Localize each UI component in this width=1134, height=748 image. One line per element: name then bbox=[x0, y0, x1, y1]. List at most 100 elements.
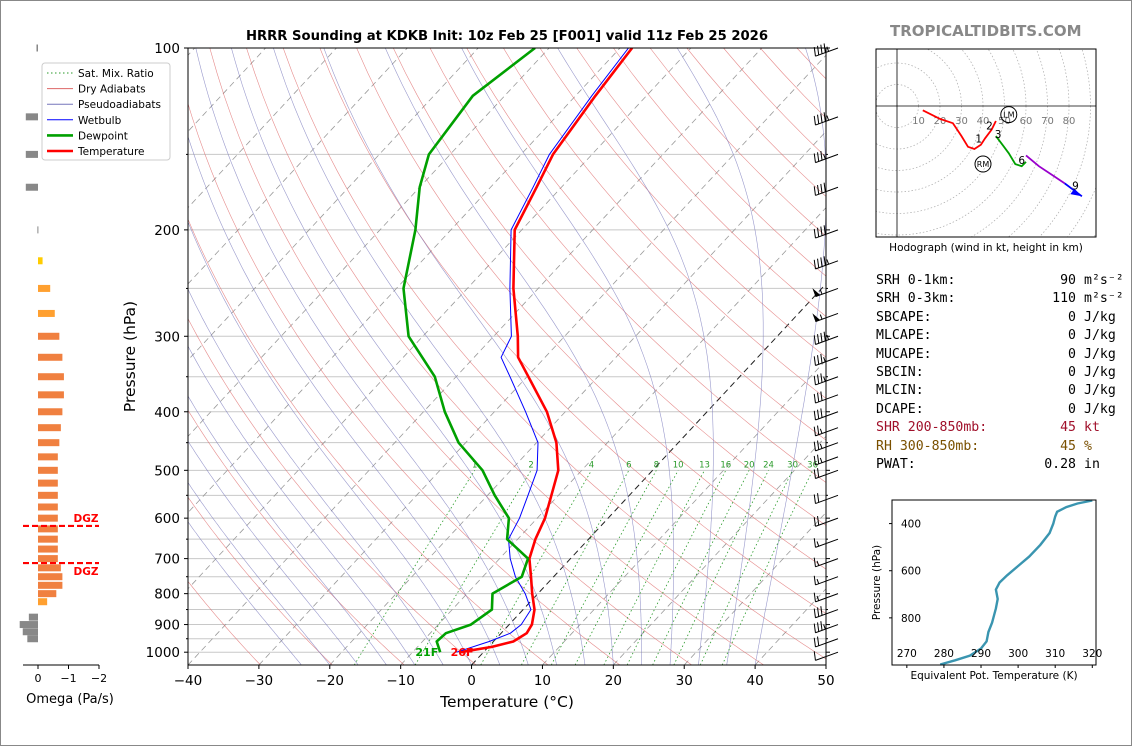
stat-value: 0.28 bbox=[1044, 457, 1076, 473]
dry-adiabat-line bbox=[188, 580, 261, 665]
y-tick-label: 600 bbox=[154, 511, 180, 527]
y-tick-label: 200 bbox=[154, 223, 180, 239]
hodo-ring-label: 10 bbox=[912, 116, 925, 127]
stat-label: SHR 200-850mb: bbox=[876, 420, 988, 436]
stat-label: RH 300-850mb: bbox=[876, 438, 980, 454]
x-tick-label: 40 bbox=[747, 673, 764, 689]
hodo-ring-label: 20 bbox=[934, 116, 947, 127]
barb-full bbox=[813, 153, 816, 163]
barb-half bbox=[816, 560, 820, 566]
x-tick-label: −30 bbox=[245, 673, 274, 689]
omega-bar bbox=[19, 621, 38, 629]
barb-full bbox=[817, 45, 820, 56]
hodo-trace bbox=[922, 109, 997, 150]
barb-full bbox=[820, 621, 823, 631]
x-tick-label: 10 bbox=[534, 673, 551, 689]
barb-full bbox=[820, 332, 823, 343]
mixing-ratio-line bbox=[353, 470, 476, 665]
stat-label: SRH 0-3km: bbox=[876, 291, 956, 307]
barb-full bbox=[817, 152, 820, 162]
mixing-ratio-line bbox=[626, 470, 727, 665]
omega-bar bbox=[38, 564, 61, 572]
brand-watermark: TROPICALTIDBITS.COM bbox=[890, 22, 1082, 40]
barb-full bbox=[817, 227, 820, 237]
omega-tick-label: −2 bbox=[91, 672, 107, 685]
theta-e-xtick-label: 300 bbox=[1008, 648, 1028, 660]
mixing-ratio-label: 16 bbox=[720, 460, 731, 470]
wind-barb bbox=[813, 151, 839, 164]
wind-barb bbox=[813, 425, 839, 437]
wind-barb bbox=[813, 112, 839, 126]
sounding-stats: SRH 0-1km: 90 m²s⁻² SRH 0-3km: 110 m²s⁻² SBCAP… bbox=[876, 272, 1124, 474]
barb-half bbox=[826, 115, 830, 121]
wind-barb bbox=[813, 515, 839, 527]
barb-full bbox=[820, 44, 823, 54]
stat-value: 0 bbox=[1068, 346, 1076, 362]
theta-e-ytick-label: 800 bbox=[901, 613, 921, 625]
stat-row: MUCAPE: 0 J/kg bbox=[876, 346, 1124, 364]
barb-full bbox=[820, 373, 823, 383]
theta-e-panel: 270 280 290 300 310 320 400 600 800 Pressure (hPa… bbox=[871, 499, 1102, 682]
stat-value: 0 bbox=[1068, 365, 1076, 381]
wind-barb bbox=[813, 353, 839, 366]
stat-value: 0 bbox=[1068, 383, 1076, 399]
hodo-height-label: 2 bbox=[986, 120, 993, 132]
dgz-label: DGZ bbox=[74, 566, 99, 578]
theta-e-frame bbox=[891, 499, 1097, 666]
moist-adiabat-line bbox=[188, 288, 444, 665]
barb-full bbox=[817, 374, 820, 384]
barb-half bbox=[823, 376, 826, 382]
barb-half bbox=[816, 595, 820, 601]
hodo-ring-label: 80 bbox=[1063, 116, 1076, 127]
omega-bar bbox=[27, 635, 38, 643]
omega-bar bbox=[38, 309, 55, 317]
wind-barb bbox=[813, 182, 839, 196]
mixing-ratio-line bbox=[414, 470, 532, 665]
barb-full bbox=[813, 517, 816, 527]
barb-half bbox=[826, 334, 830, 340]
barb-full bbox=[813, 557, 816, 567]
y-tick-label: 300 bbox=[154, 329, 180, 345]
mixing-ratio-label: 20 bbox=[744, 460, 755, 470]
omega-bar bbox=[38, 408, 63, 416]
wind-barb bbox=[813, 557, 839, 568]
stat-row: MLCAPE: 0 J/kg bbox=[876, 327, 1124, 345]
barb-full bbox=[817, 409, 820, 419]
legend-entry: Dewpoint bbox=[78, 130, 128, 142]
barb-full bbox=[817, 425, 820, 435]
hodo-ring-label: 30 bbox=[955, 116, 968, 127]
surface-temperature-label: 26F bbox=[451, 646, 474, 659]
barb-full bbox=[820, 113, 823, 123]
barb-full bbox=[817, 440, 820, 450]
profile-dewpoint bbox=[402, 48, 536, 653]
theta-e-trace bbox=[939, 499, 1093, 666]
mixing-ratio-line bbox=[721, 470, 813, 665]
mixing-ratio-label: 1 bbox=[472, 460, 477, 470]
stat-unit: J/kg bbox=[1084, 401, 1116, 417]
stat-row: SRH 0-1km: 90 m²s⁻² bbox=[876, 272, 1124, 290]
isotherm-line bbox=[188, 48, 550, 437]
dry-adiabat-line bbox=[393, 48, 826, 526]
wind-barb bbox=[813, 636, 839, 648]
barb-full bbox=[820, 391, 823, 401]
barb-full bbox=[820, 408, 823, 418]
wind-barb bbox=[812, 312, 839, 323]
omega-axis-label: Omega (Pa/s) bbox=[26, 692, 114, 707]
barb-half bbox=[826, 46, 830, 52]
barb-full bbox=[813, 410, 816, 421]
wind-barb bbox=[813, 454, 839, 466]
mixing-ratio-line bbox=[521, 470, 630, 665]
barb-full bbox=[817, 515, 820, 526]
mixing-ratio-label: 2 bbox=[528, 460, 533, 470]
isotherm-line bbox=[188, 48, 692, 590]
barb-full bbox=[820, 257, 823, 267]
mixing-ratio-line bbox=[603, 470, 705, 665]
chart-title: HRRR Sounding at KDKB Init: 10z Feb 25 [… bbox=[246, 29, 768, 44]
x-axis-label: Temperature (°C) bbox=[439, 693, 574, 711]
barb-full bbox=[813, 455, 816, 466]
mixing-ratio-line bbox=[480, 470, 592, 665]
omega-bar bbox=[38, 581, 63, 589]
barb-full bbox=[817, 258, 820, 268]
barb-staff bbox=[815, 651, 839, 661]
